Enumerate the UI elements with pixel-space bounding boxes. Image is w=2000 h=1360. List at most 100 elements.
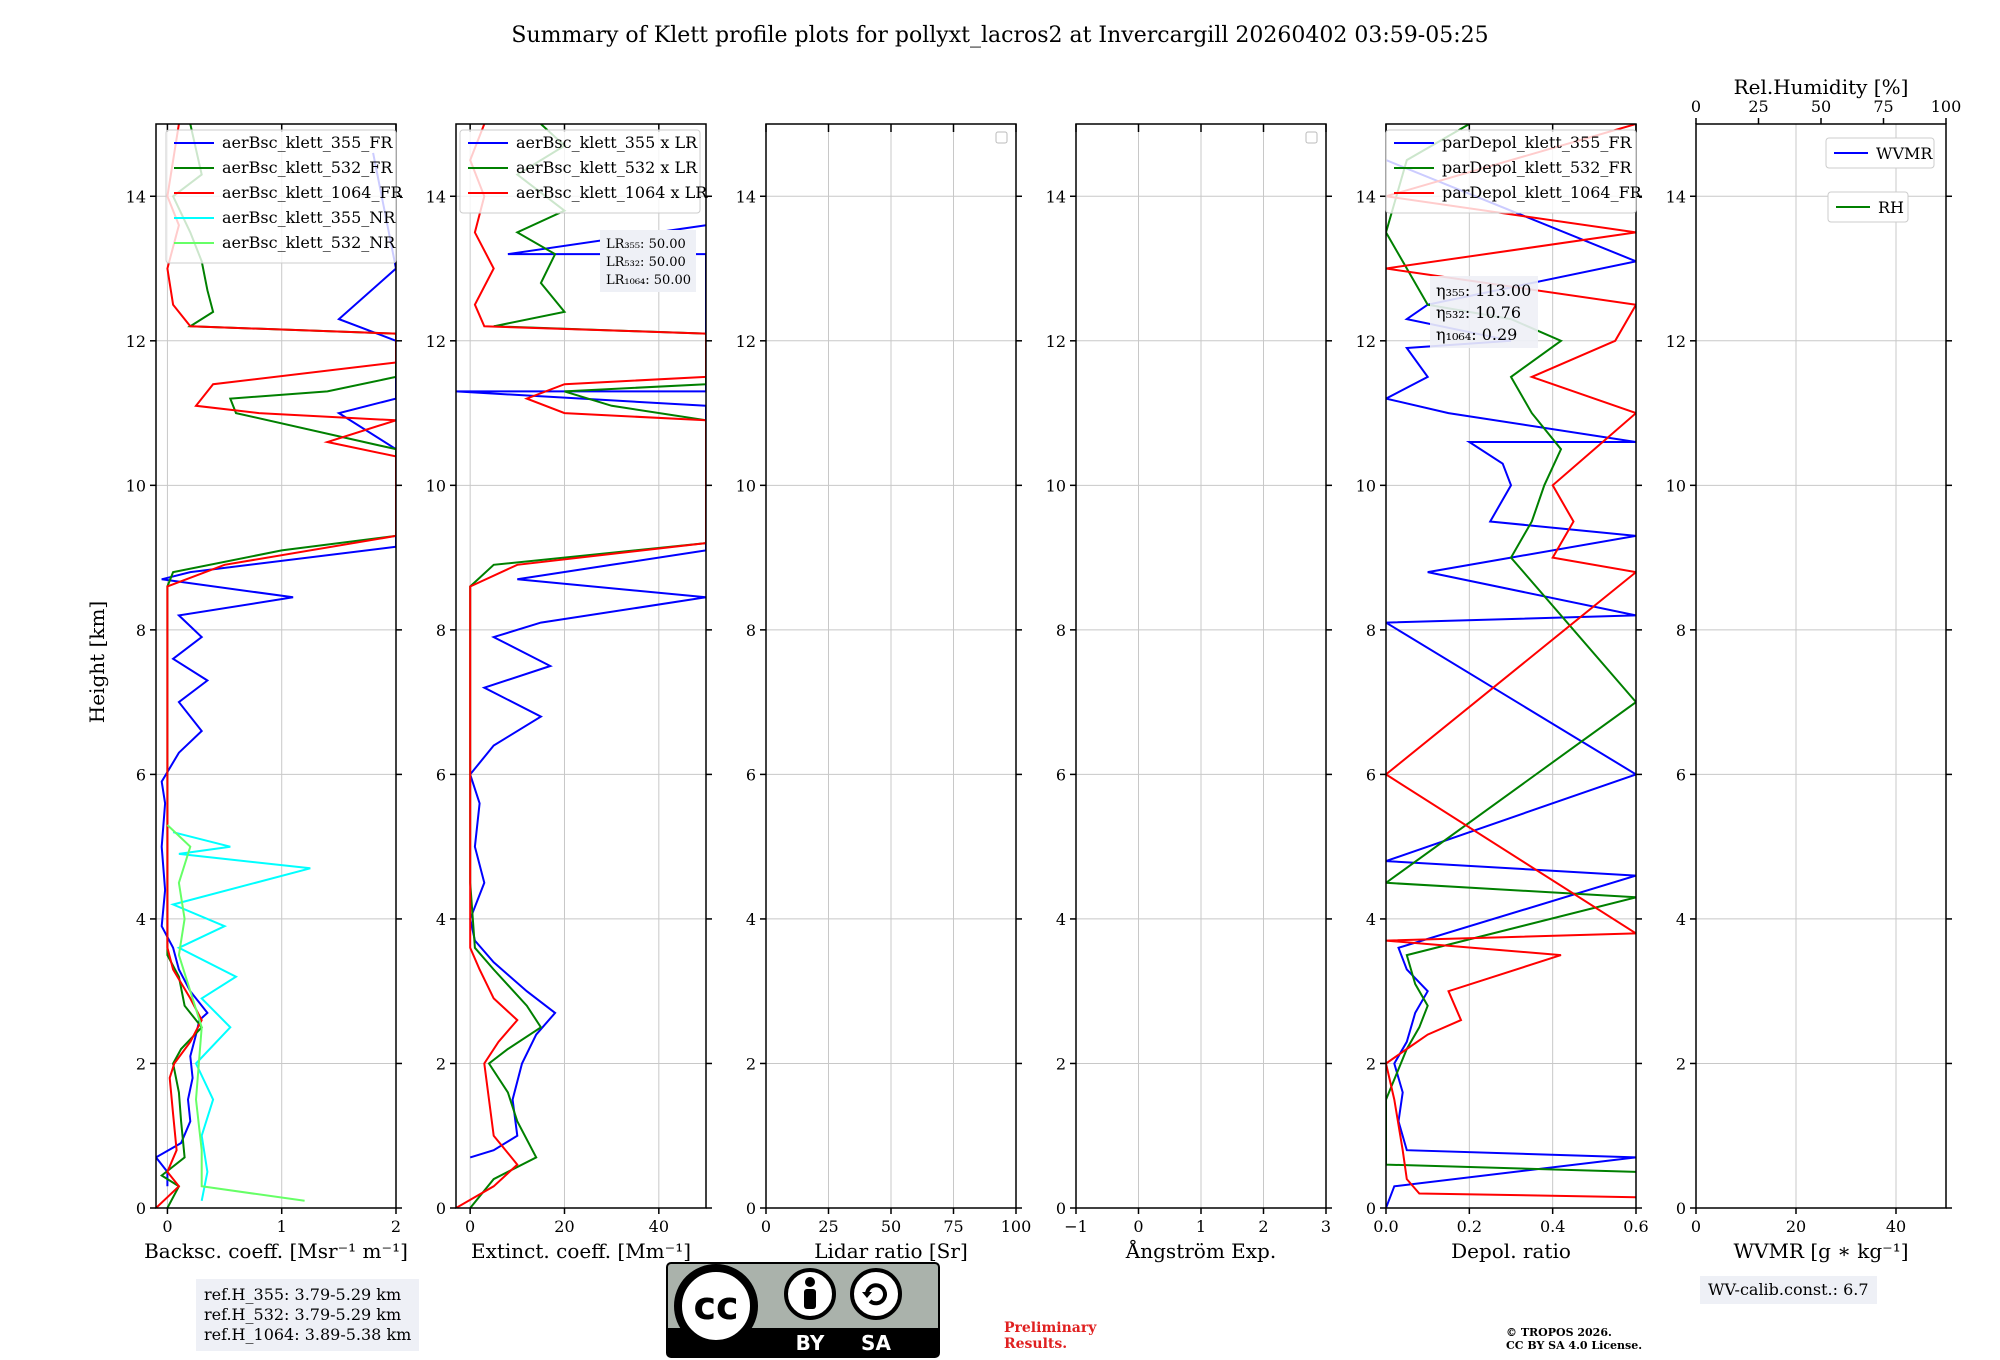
y-tick-label: 8: [436, 621, 446, 640]
legend-entry: RH: [1878, 198, 1904, 217]
legend-entry: aerBsc_klett_1064_FR: [222, 183, 404, 202]
series-aerbsc-klett-355-x-lr: [456, 224, 706, 1159]
x-tick-label: 50: [881, 1217, 901, 1236]
x-tick-label: 0: [761, 1217, 771, 1236]
x-tick-label: 0: [162, 1217, 172, 1236]
preliminary-note: Preliminary Results.: [1004, 1320, 1096, 1352]
preliminary-line-2: Results.: [1004, 1336, 1068, 1352]
legend-entry: parDepol_klett_532_FR: [1442, 158, 1633, 177]
y-tick-label: 4: [436, 910, 446, 929]
legend-box: [165, 129, 397, 264]
y-tick-label: 8: [1366, 621, 1376, 640]
x-tick-label: 1: [277, 1217, 287, 1236]
y-tick-label: 12: [1046, 332, 1066, 351]
y-tick-label: 6: [746, 765, 756, 784]
x-tick-label: 0.4: [1540, 1217, 1565, 1236]
lidar-ratio-1: LR₅₃₂: 50.00: [606, 255, 686, 270]
legend-entry: aerBsc_klett_355 x LR: [516, 133, 698, 152]
sa-share-icon: [850, 1268, 902, 1320]
y-tick-label: 14: [736, 187, 756, 206]
y-tick-label: 14: [1356, 187, 1376, 206]
y-tick-label: 0: [136, 1199, 146, 1218]
top-x-tick-label: 0: [1691, 97, 1701, 116]
legend-box: [459, 129, 701, 214]
y-tick-label: 12: [1356, 332, 1376, 351]
y-tick-label: 8: [1056, 621, 1066, 640]
y-tick-label: 10: [1356, 476, 1376, 495]
series-pardepol-klett-355-fr: [1386, 159, 1636, 1208]
x-tick-label: 40: [649, 1217, 669, 1236]
legend-wvmr: WVMR: [1825, 137, 1935, 169]
svg-text:cc: cc: [693, 1284, 738, 1328]
y-tick-label: 0: [1366, 1199, 1376, 1218]
y-tick-label: 14: [1666, 187, 1686, 206]
y-tick-label: 12: [1666, 332, 1686, 351]
y-tick-label: 10: [426, 476, 446, 495]
y-tick-label: 0: [746, 1199, 756, 1218]
panel-dep: 0.0 0.2 0.4 0.6 0 2 4 6 8 10 12 14 Depol. ratio parDe…: [1356, 123, 1649, 1263]
y-tick-label: 4: [1676, 910, 1686, 929]
x-axis-label: Backsc. coeff. [Msr⁻¹ m⁻¹]: [144, 1239, 408, 1263]
lidar-ratio-annotation: LR₃₅₅: 50.00 LR₅₃₂: 50.00 LR₁₀₆₄: 50.00: [600, 230, 696, 292]
legend: parDepol_klett_355_FR parDepol_klett_532_…: [1385, 129, 1643, 214]
x-tick-label: 1: [1196, 1217, 1206, 1236]
legend-entry: aerBsc_klett_355_NR: [222, 208, 396, 227]
legend-entry: aerBsc_klett_532_NR: [222, 233, 396, 252]
copyright-note: © TROPOS 2026. CC BY SA 4.0 License.: [1506, 1326, 1642, 1352]
empty-legend-box: [995, 131, 1008, 144]
x-axis-label: Lidar ratio [Sr]: [814, 1239, 968, 1263]
y-tick-label: 14: [426, 187, 446, 206]
legend-entry: parDepol_klett_355_FR: [1442, 133, 1633, 152]
ref-height-355: ref.H_355: 3.79-5.29 km: [204, 1285, 402, 1304]
y-tick-label: 6: [1366, 765, 1376, 784]
y-tick-label: 6: [1056, 765, 1066, 784]
y-tick-label: 6: [136, 765, 146, 784]
series-pardepol-klett-1064-fr: [1386, 124, 1636, 1199]
y-tick-label: 12: [426, 332, 446, 351]
y-tick-label: 8: [136, 621, 146, 640]
axes-frame: [1385, 123, 1637, 1209]
x-tick-label: 3: [1321, 1217, 1331, 1236]
y-tick-label: 4: [1366, 910, 1376, 929]
x-tick-label: 25: [818, 1217, 838, 1236]
legend-box: [1825, 137, 1935, 169]
y-tick-label: 12: [126, 332, 146, 351]
x-tick-label: 20: [554, 1217, 574, 1236]
legend: aerBsc_klett_355_FR aerBsc_klett_532_FRae…: [165, 129, 404, 264]
y-tick-label: 8: [746, 621, 756, 640]
legend-entry: parDepol_klett_1064_FR: [1442, 183, 1643, 202]
x-axis-label: WVMR [g ∗ kg⁻¹]: [1733, 1239, 1908, 1263]
x-tick-label: 2: [1258, 1217, 1268, 1236]
x-axis-label: Depol. ratio: [1451, 1239, 1571, 1263]
x-tick-label: 0.6: [1623, 1217, 1648, 1236]
x-tick-label: 0.2: [1457, 1217, 1482, 1236]
panel-wv: 0 20 40 0 2 4 6 8 10 12 14 WVMR [g ∗ kg⁻¹] 0 25 50 75 10…: [1666, 75, 1962, 1263]
y-tick-label: 2: [136, 1054, 146, 1073]
copyright-line-2: CC BY SA 4.0 License.: [1506, 1339, 1643, 1352]
y-tick-label: 0: [1676, 1199, 1686, 1218]
wv-calibration-box: WV-calib.const.: 6.7: [1700, 1276, 1877, 1304]
x-axis-label: Extinct. coeff. [Mm⁻¹]: [471, 1239, 691, 1263]
eta-2: η₁₀₆₄: 0.29: [1436, 325, 1517, 344]
x-tick-label: 2: [391, 1217, 401, 1236]
y-tick-label: 14: [126, 187, 146, 206]
y-tick-label: 4: [746, 910, 756, 929]
y-tick-label: 2: [1676, 1054, 1686, 1073]
series-aerbsc-klett-1064-x-lr: [456, 124, 706, 1208]
y-tick-label: 0: [436, 1199, 446, 1218]
y-tick-label: 0: [1056, 1199, 1066, 1218]
y-tick-label: 2: [1056, 1054, 1066, 1073]
legend-entry: aerBsc_klett_1064 x LR: [516, 183, 708, 202]
eta-annotation: η₃₅₅: 113.00 η₅₃₂: 10.76 η₁₀₆₄: 0.29: [1430, 276, 1538, 348]
y-tick-label: 10: [736, 476, 756, 495]
x-tick-label: 0: [465, 1217, 475, 1236]
y-tick-label: 10: [1046, 476, 1066, 495]
eta-0: η₃₅₅: 113.00: [1436, 281, 1531, 300]
legend-entry: aerBsc_klett_355_FR: [222, 133, 393, 152]
series-aerbsc-klett-355-nr: [170, 831, 311, 1201]
cc-icon: [674, 1264, 758, 1348]
x-tick-label: −1: [1064, 1217, 1088, 1236]
series-aerbsc-klett-532-x-lr: [469, 124, 706, 1208]
top-x-tick-label: 75: [1873, 97, 1893, 116]
